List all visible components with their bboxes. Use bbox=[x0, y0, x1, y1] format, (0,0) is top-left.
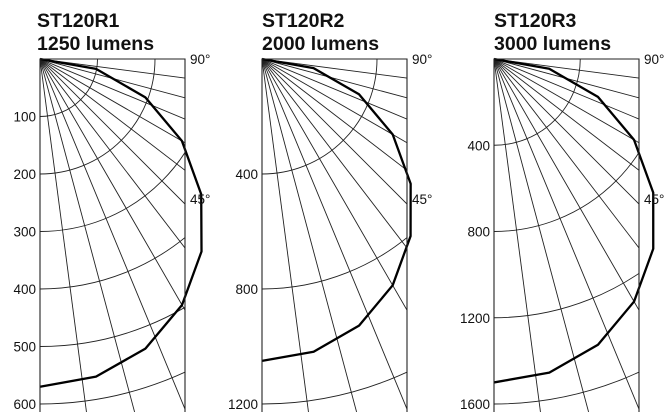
radial-arc bbox=[40, 59, 156, 175]
radial-gridline bbox=[262, 59, 407, 410]
radial-gridline bbox=[494, 59, 590, 412]
radial-gridline bbox=[40, 59, 185, 311]
radial-arc bbox=[262, 371, 407, 405]
radial-gridline bbox=[262, 59, 407, 144]
angle-label-90: 90° bbox=[644, 52, 664, 67]
radial-arc bbox=[40, 371, 185, 405]
radial-gridline bbox=[40, 59, 185, 205]
radial-gridline bbox=[40, 59, 87, 412]
radial-tick-label: 600 bbox=[13, 397, 36, 412]
radial-arc bbox=[262, 59, 378, 175]
radial-gridline bbox=[40, 59, 185, 144]
radial-gridline bbox=[262, 59, 407, 205]
radial-gridline bbox=[262, 59, 407, 171]
radial-gridline bbox=[494, 59, 639, 249]
radial-gridline bbox=[40, 59, 185, 410]
angle-label-90: 90° bbox=[412, 52, 432, 67]
radial-gridline bbox=[494, 59, 639, 120]
radial-tick-label: 400 bbox=[467, 138, 490, 153]
chart-title-line2: 3000 lumens bbox=[494, 33, 611, 55]
radial-tick-label: 800 bbox=[467, 225, 490, 240]
chart-title-line1: ST120R2 bbox=[262, 10, 345, 32]
radial-gridline bbox=[262, 59, 407, 99]
radial-arc bbox=[494, 272, 639, 319]
radial-gridline bbox=[494, 59, 541, 412]
radial-tick-label: 400 bbox=[13, 282, 36, 297]
chart-title-line1: ST120R3 bbox=[494, 10, 577, 32]
radial-gridline bbox=[494, 59, 639, 410]
radial-tick-label: 1200 bbox=[228, 397, 258, 412]
polar-grid bbox=[40, 59, 185, 412]
chart-title-line1: ST120R1 bbox=[37, 10, 120, 32]
radial-tick-label: 200 bbox=[13, 167, 36, 182]
angle-label-45: 45° bbox=[644, 192, 664, 207]
chart-frame bbox=[493, 58, 640, 412]
radial-tick-label: 800 bbox=[235, 282, 258, 297]
radial-arc bbox=[494, 371, 639, 405]
radial-tick-label: 300 bbox=[13, 225, 36, 240]
radial-gridline bbox=[40, 59, 185, 120]
radial-tick-label: 400 bbox=[235, 167, 258, 182]
radial-tick-label: 500 bbox=[13, 340, 36, 355]
chart-frame bbox=[39, 58, 186, 412]
angle-label-90: 90° bbox=[190, 52, 210, 67]
radial-arc bbox=[494, 151, 639, 232]
candela-curve bbox=[493, 57, 655, 384]
radial-gridline bbox=[40, 59, 136, 412]
radial-tick-label: 100 bbox=[13, 110, 36, 125]
radial-gridline bbox=[40, 59, 185, 249]
candela-curve bbox=[261, 57, 412, 363]
angle-label-45: 45° bbox=[412, 192, 432, 207]
radial-gridline bbox=[494, 59, 639, 144]
radial-arc bbox=[262, 236, 407, 290]
angle-label-45: 45° bbox=[190, 192, 210, 207]
radial-tick-label: 1600 bbox=[460, 397, 490, 412]
candela-curve bbox=[39, 57, 203, 388]
polar-grid bbox=[494, 59, 639, 412]
radial-gridline bbox=[262, 59, 407, 120]
radial-tick-label: 1200 bbox=[460, 311, 490, 326]
radial-gridline bbox=[262, 59, 358, 412]
chart-frame bbox=[261, 58, 408, 412]
radial-arc bbox=[40, 151, 185, 232]
radial-gridline bbox=[494, 59, 639, 311]
polar-grid bbox=[262, 59, 407, 412]
radial-gridline bbox=[494, 59, 639, 205]
radial-arc bbox=[40, 236, 185, 290]
chart-title-line2: 2000 lumens bbox=[262, 33, 379, 55]
chart-title-line2: 1250 lumens bbox=[37, 33, 154, 55]
radial-arc bbox=[494, 59, 581, 146]
radial-gridline bbox=[262, 59, 407, 311]
radial-gridline bbox=[40, 59, 185, 171]
radial-arc bbox=[40, 306, 185, 347]
radial-gridline bbox=[494, 59, 639, 171]
radial-gridline bbox=[262, 59, 407, 249]
